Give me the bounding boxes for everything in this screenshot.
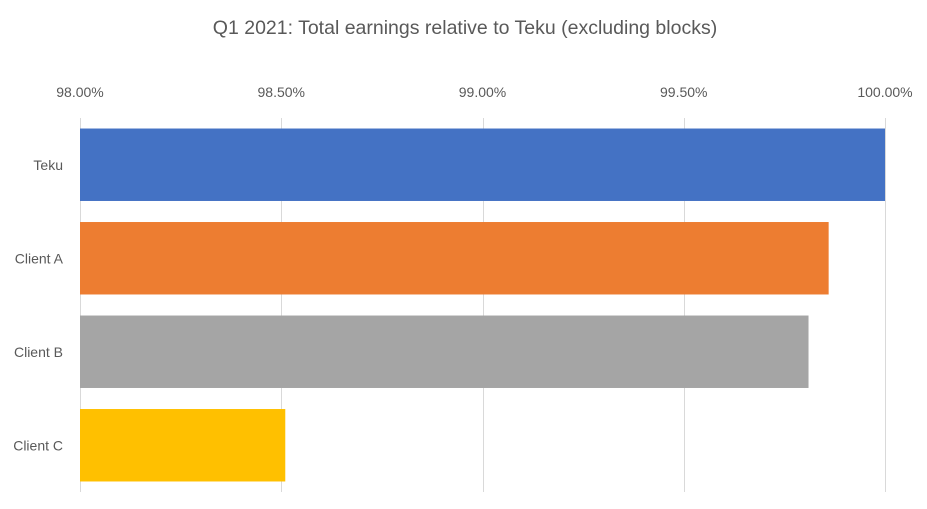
x-axis-tick-labels: 98.00% 98.50% 99.00% 99.50% 100.00% — [56, 84, 912, 100]
x-tick-label: 98.00% — [56, 84, 103, 100]
chart-title: Q1 2021: Total earnings relative to Teku… — [213, 17, 717, 39]
x-tick-label: 98.50% — [258, 84, 305, 100]
category-label: Client B — [14, 344, 63, 360]
bar-client-c — [80, 409, 286, 482]
x-tick-label: 100.00% — [857, 84, 912, 100]
x-tick-label: 99.50% — [660, 84, 707, 100]
bar-teku — [80, 128, 885, 201]
category-label: Client C — [13, 437, 63, 453]
category-label: Client A — [15, 250, 64, 266]
bar-client-a — [80, 222, 829, 295]
bars — [80, 128, 885, 482]
x-tick-label: 99.00% — [459, 84, 506, 100]
y-axis-category-labels: Teku Client A Client B Client C — [13, 157, 63, 454]
bar-client-b — [80, 315, 809, 388]
category-label: Teku — [33, 157, 63, 173]
